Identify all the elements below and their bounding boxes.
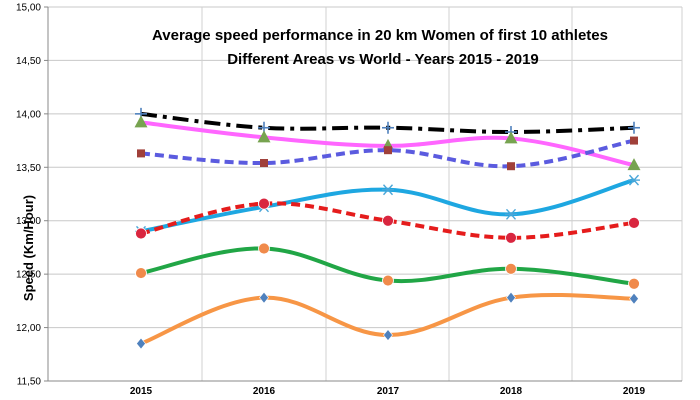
data-point <box>382 184 394 196</box>
data-point <box>505 208 517 220</box>
series-group <box>134 107 641 350</box>
marker-stroke <box>382 184 394 196</box>
data-point <box>507 162 515 171</box>
data-point <box>135 227 147 240</box>
y-tick-label: 13,50 <box>16 163 41 174</box>
series-7 <box>136 291 639 350</box>
labels: Average speed performance in 20 km Women… <box>21 27 608 301</box>
data-point <box>136 337 146 350</box>
data-point <box>628 174 640 186</box>
series-4 <box>135 174 640 237</box>
x-tick-label: 2016 <box>253 386 276 397</box>
y-tick-label: 14,00 <box>16 109 41 120</box>
data-point <box>628 121 640 134</box>
axes: 11,50 12,00 12,50 13,00 13,50 14,00 14,50 15,00… <box>16 3 682 397</box>
data-point <box>505 262 517 275</box>
chart-title-line-1: Average speed performance in 20 km Women… <box>152 27 608 44</box>
marker-stroke <box>505 208 517 220</box>
data-point <box>135 267 147 279</box>
y-axis-title: Speed (Km/Hour) <box>21 195 36 301</box>
y-tick-label: 13,00 <box>16 216 41 227</box>
data-point <box>384 146 392 155</box>
series-1 <box>135 107 640 139</box>
x-tick-label: 2019 <box>623 386 646 397</box>
data-point <box>134 115 148 128</box>
data-point <box>383 329 393 342</box>
chart-title-line-2: Different Areas vs World - Years 2015 - … <box>227 51 539 68</box>
y-tick-label: 12,00 <box>16 323 41 334</box>
series-6 <box>135 242 640 290</box>
data-point <box>504 131 518 144</box>
data-point <box>628 216 640 229</box>
data-point <box>259 291 269 304</box>
data-point <box>382 214 394 227</box>
x-tick-label: 2017 <box>377 386 400 397</box>
data-point <box>382 274 394 287</box>
data-point <box>258 197 270 210</box>
data-point <box>382 121 394 134</box>
data-point <box>629 292 639 305</box>
series-3 <box>137 136 638 171</box>
y-tick-label: 14,50 <box>16 56 41 67</box>
data-point <box>258 242 270 255</box>
data-point <box>505 231 517 244</box>
data-point <box>506 291 516 304</box>
y-tick-label: 15,00 <box>16 3 41 14</box>
y-tick-label: 12,50 <box>16 270 41 281</box>
data-point <box>627 158 641 171</box>
y-tick-label: 11,50 <box>17 377 42 388</box>
marker-stroke <box>628 174 640 186</box>
x-tick-label: 2018 <box>500 386 523 397</box>
data-point <box>628 277 640 290</box>
data-point <box>630 136 638 145</box>
data-point <box>137 149 145 158</box>
data-point <box>257 130 271 143</box>
data-point <box>260 159 268 168</box>
series-5 <box>135 197 640 244</box>
x-tick-label: 2015 <box>130 386 153 397</box>
